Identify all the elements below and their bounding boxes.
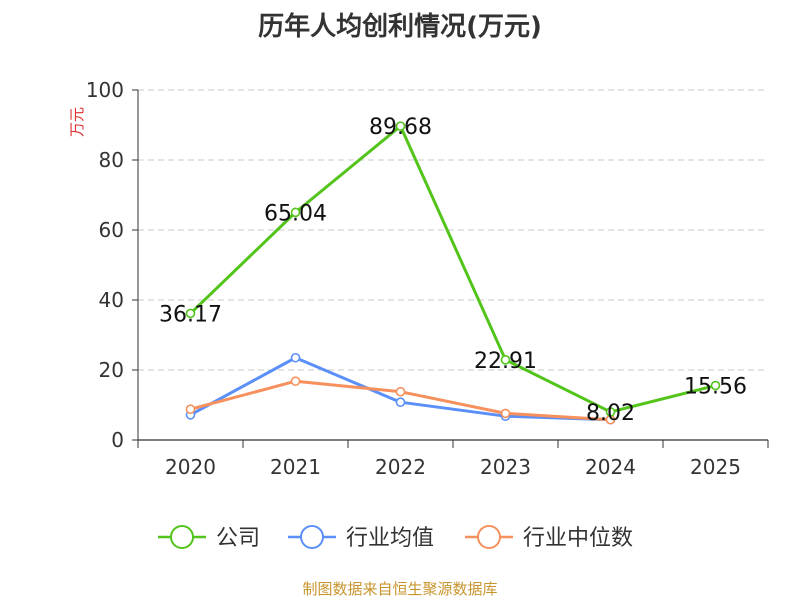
grid-layer <box>138 89 768 371</box>
y-tick-label: 20 <box>99 358 124 382</box>
x-tick-label: 2022 <box>375 455 426 479</box>
legend-item-0: 公司 <box>158 525 260 551</box>
x-tick-label: 2021 <box>270 455 321 479</box>
y-tick-label: 80 <box>99 148 124 172</box>
legend-item-1: 行业均值 <box>288 525 434 551</box>
data-label-layer: 36.17 65.04 89.68 22.91 8.02 15.56 <box>159 115 747 426</box>
y-tick-label: 0 <box>111 428 124 452</box>
x-tick-label: 2023 <box>480 455 531 479</box>
data-label: 8.02 <box>586 401 635 426</box>
chart-title: 历年人均创利情况(万元) <box>258 12 542 42</box>
data-point <box>185 404 196 415</box>
source-note: 制图数据来自恒生聚源数据库 <box>302 580 498 598</box>
data-point <box>290 207 301 218</box>
legend-marker <box>170 525 194 549</box>
y-tick-label: 60 <box>99 218 124 242</box>
data-label: 65.04 <box>264 201 327 226</box>
series-layer <box>185 121 721 425</box>
y-tick-label: 40 <box>99 288 124 312</box>
series-line-0 <box>189 124 716 414</box>
legend-label: 公司 <box>216 526 260 551</box>
data-point <box>290 376 301 387</box>
y-axis-title: 万元 <box>68 107 86 137</box>
legend: 公司 行业均值 行业中位数 <box>158 525 633 551</box>
data-label: 15.56 <box>684 375 747 400</box>
data-point <box>605 407 616 417</box>
data-label: 36.17 <box>159 302 222 327</box>
data-point <box>500 355 511 365</box>
data-point <box>500 408 511 419</box>
data-point <box>290 352 301 363</box>
x-tick-label: 2020 <box>165 455 216 479</box>
legend-label: 行业中位数 <box>523 526 633 551</box>
legend-item-2: 行业中位数 <box>465 525 633 551</box>
y-tick-label: 100 <box>86 78 124 102</box>
data-point <box>710 380 721 391</box>
data-point <box>395 386 406 397</box>
x-tick-label: 2025 <box>690 455 741 479</box>
legend-marker <box>477 525 501 549</box>
legend-label: 行业均值 <box>346 526 434 551</box>
data-label: 89.68 <box>369 115 432 140</box>
data-point <box>395 397 406 408</box>
data-point <box>185 308 196 319</box>
x-tick-label: 2024 <box>585 455 636 479</box>
legend-marker <box>300 525 324 549</box>
data-point <box>395 121 406 131</box>
data-label: 22.91 <box>474 349 537 374</box>
